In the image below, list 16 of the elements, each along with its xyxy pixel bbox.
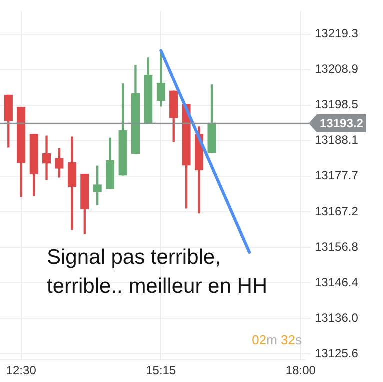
y-tick-label: 13146.4: [315, 276, 359, 290]
y-tick-label: 13125.6: [315, 346, 359, 361]
x-tick-label: 18:00: [286, 364, 316, 378]
annotation: Signal pas terrible, terrible.. meilleur en HH: [47, 246, 268, 298]
y-tick-label: 13198.5: [315, 98, 359, 112]
y-tick-label: 13188.1: [315, 133, 359, 148]
y-tick-label: 13219.3: [315, 26, 359, 41]
y-tick-label: 13136.0: [315, 311, 359, 326]
y-tick-label: 13208.9: [315, 62, 359, 76]
y-tick-label: 13156.8: [315, 240, 359, 254]
x-tick-label: 15:15: [146, 364, 176, 378]
x-tick-label: 12:30: [6, 364, 37, 378]
ref-line-label: 13193.2: [320, 116, 364, 130]
y-tick-label: 13167.2: [315, 204, 359, 219]
y-tick-label: 13177.7: [315, 168, 359, 183]
annotation: 02m 32s: [252, 332, 302, 348]
